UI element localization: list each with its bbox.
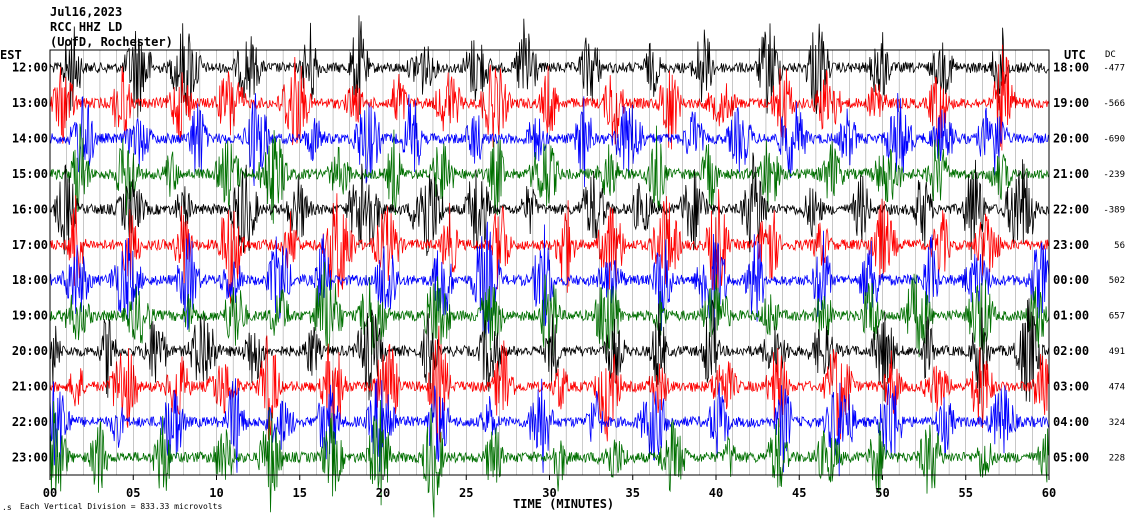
dc-offset-value: 474: [1109, 382, 1125, 392]
x-tick-label: 00: [43, 486, 57, 500]
x-tick-label: 05: [126, 486, 140, 500]
grid-layer: [66, 50, 1033, 475]
utc-tick-label: 01:00: [1053, 309, 1089, 323]
est-tick-label: 14:00: [12, 132, 48, 146]
x-tick-label: 50: [875, 486, 889, 500]
scale-note: Each Vertical Division = 833.33 microvol…: [20, 502, 222, 511]
label-layer: 12:00 18:00 -477 13:00 19:00 -566 14:00 20:00 -6…: [12, 61, 1125, 500]
station-code: RCC HHZ LD: [50, 20, 122, 34]
utc-tick-label: 02:00: [1053, 344, 1089, 358]
dc-offset-value: 228: [1109, 453, 1125, 463]
x-tick-label: 30: [542, 486, 556, 500]
utc-tick-label: 19:00: [1053, 96, 1089, 110]
station-location: (UofD, Rochester): [50, 35, 173, 49]
x-tick-label: 20: [376, 486, 390, 500]
utc-tick-label: 23:00: [1053, 238, 1089, 252]
scale-note-marker: .s: [2, 503, 12, 512]
utc-tick-label: 18:00: [1053, 61, 1089, 75]
est-tick-label: 19:00: [12, 309, 48, 323]
utc-tick-label: 00:00: [1053, 273, 1089, 287]
dc-column-label: DC: [1105, 50, 1116, 60]
utc-tick-label: 22:00: [1053, 202, 1089, 216]
dc-offset-value: -566: [1103, 99, 1125, 109]
est-tick-label: 13:00: [12, 96, 48, 110]
x-tick-label: 60: [1042, 486, 1056, 500]
x-tick-label: 40: [709, 486, 723, 500]
x-tick-label: 15: [293, 486, 307, 500]
x-tick-label: 45: [792, 486, 806, 500]
utc-tick-label: 21:00: [1053, 167, 1089, 181]
dc-offset-value: -477: [1103, 64, 1125, 74]
dc-offset-value: 324: [1109, 418, 1125, 428]
dc-offset-value: -690: [1103, 135, 1125, 145]
x-axis-label: TIME (MINUTES): [513, 497, 614, 511]
x-tick-label: 35: [626, 486, 640, 500]
est-tick-label: 17:00: [12, 238, 48, 252]
x-tick-label: 10: [209, 486, 223, 500]
utc-tick-label: 04:00: [1053, 415, 1089, 429]
est-tick-label: 20:00: [12, 344, 48, 358]
est-tick-label: 18:00: [12, 273, 48, 287]
est-tick-label: 12:00: [12, 61, 48, 75]
dc-offset-value: 657: [1109, 312, 1125, 322]
dc-offset-value: -389: [1103, 205, 1125, 215]
est-tick-label: 15:00: [12, 167, 48, 181]
right-axis-label: UTC: [1064, 48, 1086, 62]
dc-offset-value: 56: [1114, 241, 1125, 251]
dc-offset-value: 491: [1109, 347, 1125, 357]
est-tick-label: 16:00: [12, 202, 48, 216]
record-date: Jul16,2023: [50, 5, 122, 19]
utc-tick-label: 03:00: [1053, 379, 1089, 393]
x-tick-label: 55: [959, 486, 973, 500]
left-axis-label: EST: [0, 48, 22, 62]
utc-tick-label: 20:00: [1053, 132, 1089, 146]
est-tick-label: 21:00: [12, 379, 48, 393]
est-tick-label: 22:00: [12, 415, 48, 429]
est-tick-label: 23:00: [12, 450, 48, 464]
x-tick-label: 25: [459, 486, 473, 500]
dc-offset-value: -239: [1103, 170, 1125, 180]
dc-offset-value: 502: [1109, 276, 1125, 286]
utc-tick-label: 05:00: [1053, 450, 1089, 464]
